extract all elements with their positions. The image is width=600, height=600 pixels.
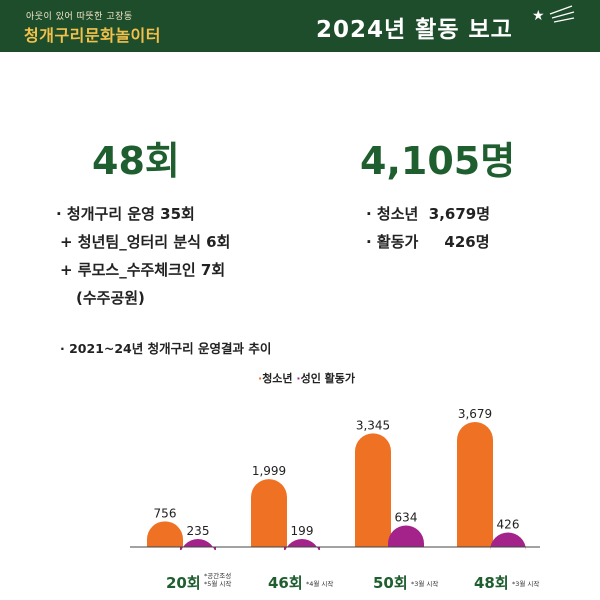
bar-adult [490,532,526,550]
legend-dot-youth: · [258,372,263,385]
bar-youth [147,521,183,547]
brand-subtitle: 아웃이 있어 따뜻한 고장동 [26,12,133,22]
footer-count: 50회 [373,574,408,592]
sparkle-lines-icon [549,5,575,23]
bar-youth [457,422,493,547]
legend-label-youth: 청소년 [262,372,293,385]
data-label: 3,679 [458,407,492,421]
bar-adult [180,539,216,550]
bar-adult [284,539,320,550]
footer-note: *공간조성 *5월 시작 [204,572,232,588]
trend-chart: 75623520211,99919920223,34563420233,6794… [130,407,540,550]
header-banner: 아웃이 있어 따뜻한 고장동 청개구리문화놀이터 2024년 활동 보고 ★ [0,0,600,52]
legend-dot-adult: · [296,372,301,385]
bar-youth [355,433,391,547]
breakdown-item: (수주공원) [76,289,145,307]
legend-label-adult: 성인 활동가 [300,372,356,385]
breakdown-item: · 청개구리 운영 35회 [56,205,195,223]
report-title: 2024년 활동 보고 [316,17,513,43]
data-label: 426 [497,518,520,532]
footer-note: *4월 시작 [306,580,334,588]
breakdown-item: + 청년팀_엉터리 분식 6회 [60,233,231,251]
footer-count: 46회 [268,574,303,592]
data-label: 634 [395,510,418,524]
data-label: 199 [291,524,314,538]
footer-note: *3월 시작 [411,580,439,588]
bar-adult [388,525,424,547]
breakdown-item: · 청소년 3,679명 [366,205,491,223]
star-icon: ★ [532,8,545,24]
brand-name: 청개구리문화놀이터 [24,26,161,45]
bar-youth [251,479,287,547]
footer-count: 48회 [474,574,509,592]
chart-legend: ·청소년 ·성인 활동가 [258,370,355,386]
total-participants: 4,105명 [360,139,516,183]
data-label: 756 [154,506,177,520]
chart-section-title: · 2021~24년 청개구리 운영결과 추이 [60,341,272,356]
footer-note: *3월 시작 [512,580,540,588]
data-label: 1,999 [252,464,286,478]
data-label: 235 [187,524,210,538]
data-label: 3,345 [356,418,390,432]
breakdown-item: + 루모스_수주체크인 7회 [60,261,226,279]
footer-count: 20회 [166,574,201,592]
total-sessions: 48회 [92,139,180,183]
breakdown-item: · 활동가 426명 [366,233,490,251]
sessions-breakdown: · 청개구리 운영 35회 + 청년팀_엉터리 분식 6회 + 루모스_수주체크… [56,200,230,312]
participants-breakdown: · 청소년 3,679명 · 활동가 426명 [366,200,490,256]
